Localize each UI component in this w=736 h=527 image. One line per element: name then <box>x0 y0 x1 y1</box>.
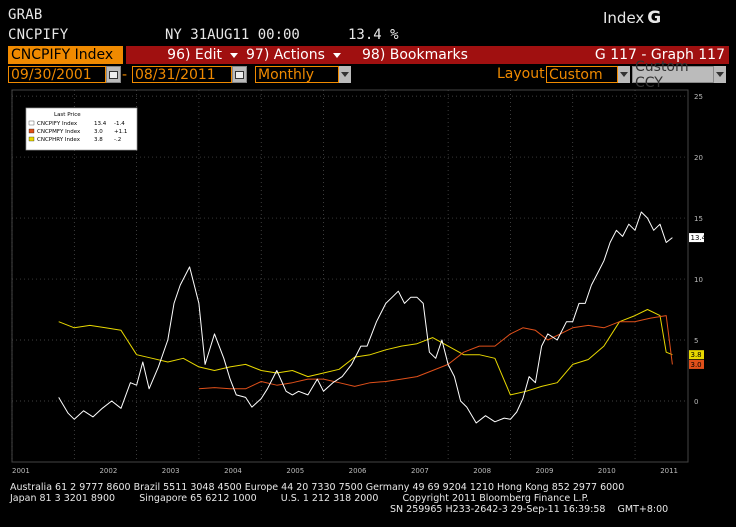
bookmarks-menu-label: 98) Bookmarks <box>362 47 468 63</box>
edit-menu[interactable]: 96) Edit <box>126 46 242 64</box>
x-tick-label: 2003 <box>162 467 180 475</box>
x-tick-label: 2006 <box>349 467 367 475</box>
calendar-icon[interactable] <box>106 66 121 83</box>
end-date-group: 08/31/2011 <box>132 66 247 83</box>
footer-contacts-line1: Australia 61 2 9777 8600 Brazil 5511 304… <box>10 482 625 493</box>
footer-contacts-line2: Japan 81 3 3201 8900 Singapore 65 6212 1… <box>10 493 589 504</box>
legend-entry-value: 3.8 <box>94 137 103 143</box>
end-date-input[interactable]: 08/31/2011 <box>132 66 232 83</box>
y-tick-label: 5 <box>694 337 698 345</box>
chart-legend: Last Price CNCPIFY Index 13.4 -1.4 CNCPMFY I… <box>25 107 138 151</box>
legend-swatch <box>28 128 35 134</box>
start-date-input[interactable]: 09/30/2001 <box>8 66 106 83</box>
x-tick-label: 2007 <box>411 467 429 475</box>
y-tick-label: 10 <box>694 276 703 284</box>
y-tick-label: 20 <box>694 154 703 162</box>
x-tick-label: 2008 <box>473 467 491 475</box>
chevron-down-icon <box>332 52 341 58</box>
legend-entry-label: CNCPHRY Index <box>37 137 81 143</box>
chart-grid <box>11 89 689 463</box>
series-line <box>58 211 673 424</box>
legend-box <box>25 107 138 151</box>
last-value: 13.4 % <box>348 27 399 43</box>
menu-bar: 96) Edit 97) Actions 98) Bookmarks G 117… <box>126 46 729 64</box>
bookmarks-menu[interactable]: 98) Bookmarks <box>358 46 518 64</box>
chart-area[interactable]: 0 5 10 15 20 25 2001 2002 2003 2004 2005 2006 2007 2… <box>8 86 720 478</box>
x-tick-label: 2004 <box>224 467 242 475</box>
footer-session: SN 259965 H233-2642-3 29-Sep-11 16:39:58… <box>390 504 669 515</box>
x-tick-label: 2009 <box>536 467 554 475</box>
plot-frame <box>11 89 689 463</box>
layout-value: Custom <box>546 66 618 83</box>
period-value: Monthly <box>255 66 339 83</box>
graph-id-label: G 117 - Graph 117 <box>594 47 725 63</box>
x-axis: 2001 2002 2003 2004 2005 2006 2007 2008 2009 2010… <box>12 467 678 475</box>
end-value-badge <box>689 350 704 360</box>
x-tick-label: 2001 <box>12 467 30 475</box>
function-code: GRAB <box>8 7 43 23</box>
legend-entry-label: CNCPIFY Index <box>37 121 78 127</box>
y-tick-label: 25 <box>694 93 703 101</box>
actions-menu[interactable]: 97) Actions <box>242 46 358 64</box>
start-date-group: 09/30/2001 - <box>8 66 128 83</box>
end-value-label: 3.0 <box>691 361 702 369</box>
index-key: G <box>647 8 662 28</box>
end-value-badge <box>689 359 704 369</box>
legend-entry-value: 3.0 <box>94 129 103 135</box>
y-tick-label: 15 <box>694 215 703 223</box>
index-indicator: Index G <box>603 8 661 28</box>
end-value-labels: 13.4 3.8 3.0 <box>689 233 707 369</box>
chevron-down-icon[interactable] <box>714 66 726 83</box>
legend-entry-value: 13.4 <box>94 121 107 127</box>
ticker-label: CNCPIFY <box>8 27 69 43</box>
legend-title: Last Price <box>54 112 81 118</box>
x-tick-label: 2002 <box>99 467 117 475</box>
chart-series <box>58 211 673 424</box>
y-axis: 0 5 10 15 20 25 <box>694 93 703 406</box>
period-select[interactable]: Monthly <box>255 66 351 83</box>
security-input[interactable]: CNCPIFY Index <box>8 46 123 64</box>
timestamp: NY 31AUG11 00:00 <box>165 27 300 43</box>
series-line <box>58 309 673 396</box>
date-separator: - <box>122 66 128 83</box>
layout-select[interactable]: Custom <box>546 66 630 83</box>
actions-menu-label: 97) Actions <box>246 47 325 63</box>
x-tick-label: 2010 <box>598 467 616 475</box>
chevron-down-icon[interactable] <box>618 66 630 83</box>
chevron-down-icon <box>230 52 238 58</box>
y-tick-label: 0 <box>694 398 698 406</box>
legend-entry-change: -.2 <box>114 137 121 143</box>
index-label: Index <box>603 9 645 27</box>
legend-entry-change: +1.1 <box>114 129 127 135</box>
legend-swatch <box>28 120 35 126</box>
chevron-down-icon[interactable] <box>339 66 351 83</box>
end-value-badge <box>689 233 704 243</box>
currency-select[interactable]: Custom CCY <box>632 59 726 91</box>
legend-entry-label: CNCPMFY Index <box>37 129 81 135</box>
calendar-icon[interactable] <box>232 66 247 83</box>
currency-value: Custom CCY <box>632 59 714 91</box>
legend-swatch <box>28 136 35 142</box>
x-tick-label: 2011 <box>660 467 678 475</box>
end-value-label: 3.8 <box>691 351 702 359</box>
legend-entry-change: -1.4 <box>114 121 125 127</box>
edit-menu-label: 96) Edit <box>167 47 222 63</box>
layout-label: Layout <box>497 66 545 82</box>
end-value-label: 13.4 <box>691 234 707 242</box>
x-tick-label: 2005 <box>286 467 304 475</box>
